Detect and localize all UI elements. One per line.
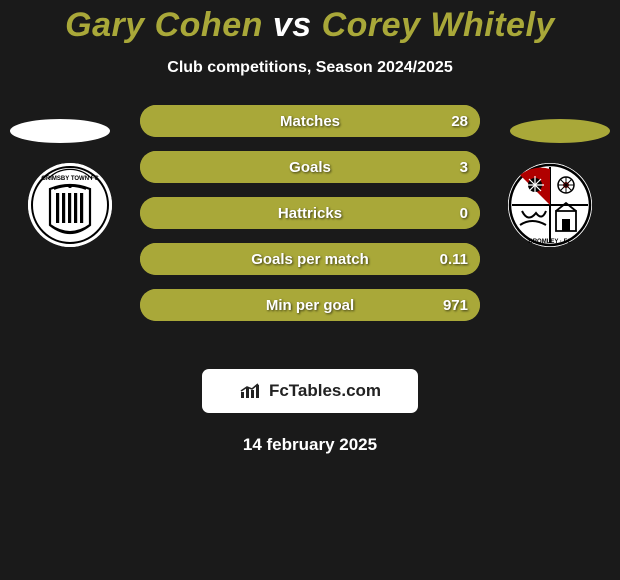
bar-fill-player2 (140, 289, 480, 321)
comparison-infographic: Gary Cohen vs Corey Whitely Club competi… (0, 0, 620, 455)
player2-ellipse (510, 119, 610, 143)
player1-ellipse (10, 119, 110, 143)
player1-crest: GRIMSBY TOWN FC (28, 163, 112, 247)
bar-fill-player2 (140, 151, 480, 183)
stat-bars: Matches28 Goals3 Hattricks0 Goals per match… (140, 105, 480, 321)
bar-fill-player2 (140, 243, 480, 275)
stat-bar: Min per goal971 (140, 289, 480, 321)
bar-fill-player2 (140, 105, 480, 137)
page-title: Gary Cohen vs Corey Whitely (0, 6, 620, 45)
bar-fill-player2 (140, 197, 480, 229)
bromley-crest-icon: BROMLEY · FC (508, 163, 592, 247)
fctables-logo[interactable]: FcTables.com (202, 369, 418, 413)
grimsby-crest-icon: GRIMSBY TOWN FC (28, 163, 112, 247)
stat-bar: Goals3 (140, 151, 480, 183)
stat-bar: Hattricks0 (140, 197, 480, 229)
subtitle: Club competitions, Season 2024/2025 (0, 59, 620, 77)
bar-chart-icon (239, 382, 263, 400)
logo-text: FcTables.com (269, 381, 381, 401)
svg-text:GRIMSBY TOWN FC: GRIMSBY TOWN FC (41, 176, 99, 182)
player2-crest: BROMLEY · FC (508, 163, 592, 247)
title-player2: Corey Whitely (322, 6, 555, 44)
stat-bar: Matches28 (140, 105, 480, 137)
title-vs: vs (273, 6, 312, 44)
title-player1: Gary Cohen (65, 6, 263, 44)
svg-text:BROMLEY · FC: BROMLEY · FC (528, 239, 572, 245)
stat-bar: Goals per match0.11 (140, 243, 480, 275)
date-text: 14 february 2025 (0, 435, 620, 455)
compare-area: GRIMSBY TOWN FC (0, 105, 620, 345)
